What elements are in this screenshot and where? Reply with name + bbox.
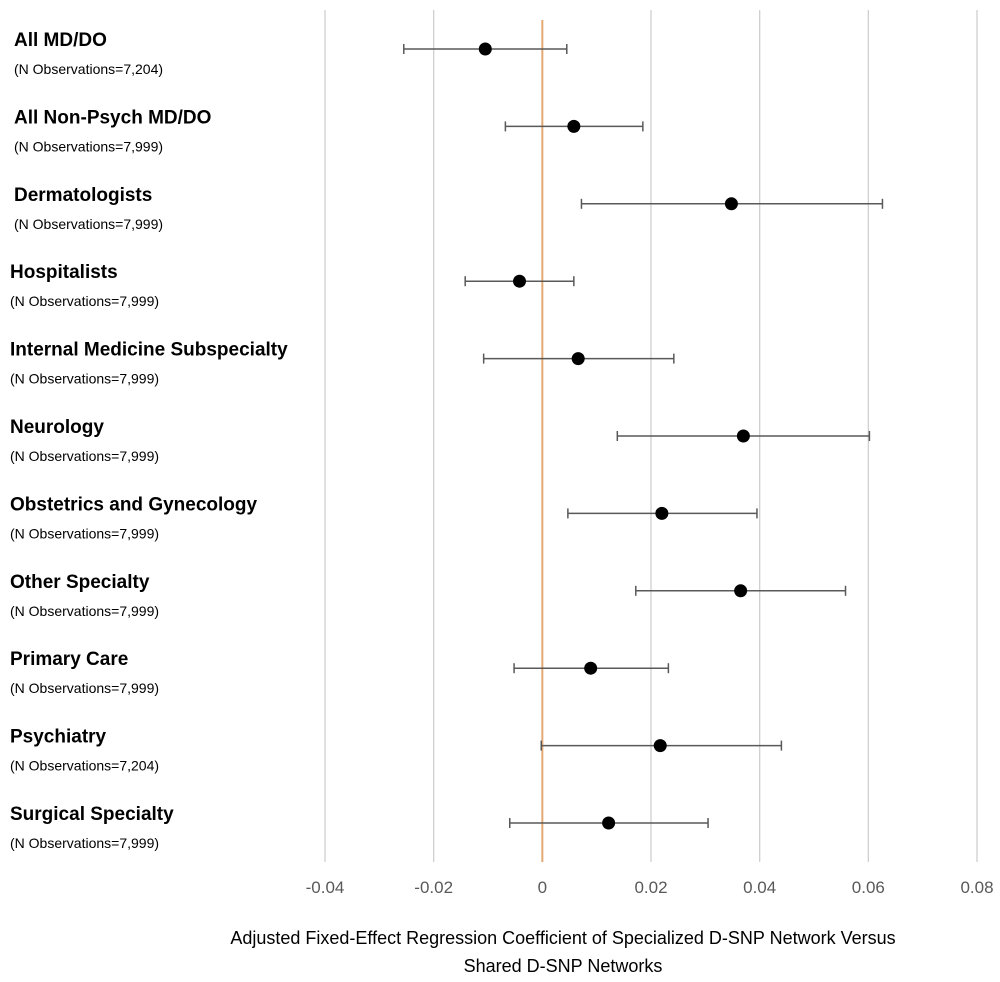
row-sublabel: (N Observations=7,999) bbox=[14, 138, 163, 154]
point-estimate bbox=[584, 661, 598, 675]
row-sublabel: (N Observations=7,999) bbox=[10, 835, 159, 851]
row-sublabel: (N Observations=7,204) bbox=[10, 758, 159, 774]
row-label: Neurology bbox=[10, 417, 104, 438]
point-estimate bbox=[567, 119, 581, 133]
row-label: Primary Care bbox=[10, 649, 128, 670]
row-label: All Non-Psych MD/DO bbox=[14, 107, 211, 128]
row-label: Psychiatry bbox=[10, 727, 107, 748]
row-sublabel: (N Observations=7,999) bbox=[14, 216, 163, 232]
point-estimate bbox=[602, 816, 616, 830]
x-tick-label: 0.02 bbox=[634, 878, 667, 897]
error-bars bbox=[403, 44, 884, 828]
point-estimate bbox=[655, 506, 669, 520]
row-label: Dermatologists bbox=[14, 185, 152, 206]
row-label: All MD/DO bbox=[14, 30, 107, 51]
point-estimate bbox=[724, 197, 738, 211]
row-sublabel: (N Observations=7,999) bbox=[10, 603, 159, 619]
row-label: Internal Medicine Subspecialty bbox=[10, 340, 288, 361]
x-axis-title-line-1: Adjusted Fixed-Effect Regression Coeffic… bbox=[230, 928, 895, 948]
x-tick-label: 0.04 bbox=[743, 878, 776, 897]
point-estimate bbox=[736, 429, 750, 443]
row-sublabel: (N Observations=7,999) bbox=[10, 371, 159, 387]
x-tick-label: 0.06 bbox=[852, 878, 885, 897]
row-label: Obstetrics and Gynecology bbox=[10, 494, 257, 515]
row-label: Other Specialty bbox=[10, 572, 150, 593]
point-estimates bbox=[478, 42, 750, 830]
x-axis-tick-labels: -0.04 -0.02 0 0.02 0.04 0.06 0.08 bbox=[306, 878, 994, 897]
row-label: Surgical Specialty bbox=[10, 804, 174, 825]
row-sublabel: (N Observations=7,204) bbox=[14, 61, 163, 77]
row-sublabel: (N Observations=7,999) bbox=[10, 525, 159, 541]
row-sublabel: (N Observations=7,999) bbox=[10, 293, 159, 309]
row-labels: All MD/DO (N Observations=7,204) All Non-P… bbox=[10, 30, 288, 851]
x-tick-label: 0 bbox=[538, 878, 547, 897]
point-estimate bbox=[513, 274, 527, 288]
x-tick-label: -0.02 bbox=[414, 878, 453, 897]
x-axis-title-line-2: Shared D-SNP Networks bbox=[464, 956, 663, 976]
row-sublabel: (N Observations=7,999) bbox=[10, 680, 159, 696]
point-estimate bbox=[571, 352, 585, 366]
point-estimate bbox=[734, 584, 748, 598]
row-sublabel: (N Observations=7,999) bbox=[10, 448, 159, 464]
point-estimate bbox=[653, 739, 667, 753]
x-tick-label: 0.08 bbox=[960, 878, 993, 897]
point-estimate bbox=[478, 42, 492, 56]
x-tick-label: -0.04 bbox=[306, 878, 345, 897]
row-label: Hospitalists bbox=[10, 262, 118, 283]
